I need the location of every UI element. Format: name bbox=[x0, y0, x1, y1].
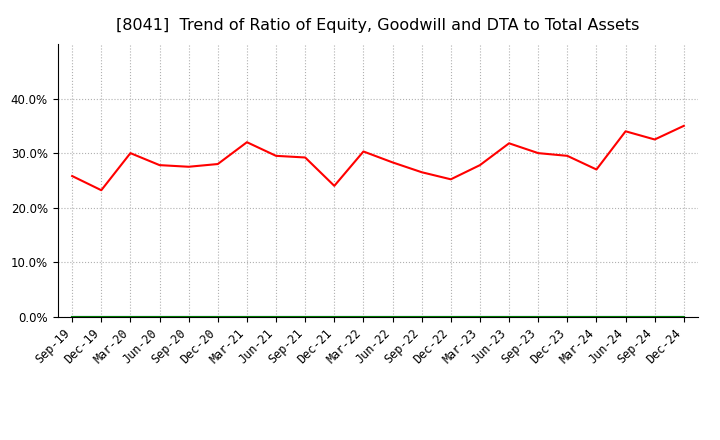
Equity bbox=[243, 139, 251, 145]
Deferred Tax Assets bbox=[271, 314, 280, 319]
Deferred Tax Assets bbox=[184, 314, 193, 319]
Equity bbox=[680, 123, 688, 128]
Goodwill bbox=[418, 314, 426, 319]
Deferred Tax Assets bbox=[446, 314, 455, 319]
Deferred Tax Assets bbox=[592, 314, 600, 319]
Deferred Tax Assets bbox=[621, 314, 630, 319]
Goodwill bbox=[476, 314, 485, 319]
Equity bbox=[388, 160, 397, 165]
Goodwill bbox=[680, 314, 688, 319]
Equity bbox=[650, 137, 659, 142]
Deferred Tax Assets bbox=[650, 314, 659, 319]
Goodwill bbox=[213, 314, 222, 319]
Deferred Tax Assets bbox=[418, 314, 426, 319]
Equity bbox=[126, 150, 135, 156]
Deferred Tax Assets bbox=[213, 314, 222, 319]
Deferred Tax Assets bbox=[156, 314, 164, 319]
Deferred Tax Assets bbox=[476, 314, 485, 319]
Line: Equity: Equity bbox=[72, 126, 684, 190]
Deferred Tax Assets bbox=[126, 314, 135, 319]
Goodwill bbox=[184, 314, 193, 319]
Deferred Tax Assets bbox=[243, 314, 251, 319]
Equity bbox=[271, 153, 280, 158]
Deferred Tax Assets bbox=[534, 314, 543, 319]
Equity bbox=[621, 128, 630, 134]
Deferred Tax Assets bbox=[68, 314, 76, 319]
Goodwill bbox=[446, 314, 455, 319]
Equity bbox=[68, 173, 76, 179]
Goodwill bbox=[156, 314, 164, 319]
Deferred Tax Assets bbox=[388, 314, 397, 319]
Equity bbox=[184, 164, 193, 169]
Goodwill bbox=[359, 314, 368, 319]
Equity bbox=[476, 162, 485, 168]
Goodwill bbox=[243, 314, 251, 319]
Goodwill bbox=[592, 314, 600, 319]
Deferred Tax Assets bbox=[563, 314, 572, 319]
Goodwill bbox=[97, 314, 106, 319]
Equity bbox=[301, 155, 310, 160]
Goodwill bbox=[621, 314, 630, 319]
Equity bbox=[97, 187, 106, 193]
Goodwill bbox=[126, 314, 135, 319]
Equity bbox=[446, 177, 455, 182]
Deferred Tax Assets bbox=[505, 314, 513, 319]
Goodwill bbox=[388, 314, 397, 319]
Goodwill bbox=[563, 314, 572, 319]
Goodwill bbox=[271, 314, 280, 319]
Goodwill bbox=[330, 314, 338, 319]
Goodwill bbox=[534, 314, 543, 319]
Equity bbox=[592, 167, 600, 172]
Equity bbox=[213, 161, 222, 167]
Deferred Tax Assets bbox=[359, 314, 368, 319]
Goodwill bbox=[650, 314, 659, 319]
Equity bbox=[359, 149, 368, 154]
Deferred Tax Assets bbox=[97, 314, 106, 319]
Deferred Tax Assets bbox=[680, 314, 688, 319]
Equity bbox=[156, 162, 164, 168]
Equity bbox=[505, 141, 513, 146]
Deferred Tax Assets bbox=[330, 314, 338, 319]
Equity bbox=[330, 183, 338, 188]
Goodwill bbox=[301, 314, 310, 319]
Goodwill bbox=[505, 314, 513, 319]
Deferred Tax Assets bbox=[301, 314, 310, 319]
Equity bbox=[418, 169, 426, 175]
Equity bbox=[534, 150, 543, 156]
Equity bbox=[563, 153, 572, 158]
Goodwill bbox=[68, 314, 76, 319]
Title: [8041]  Trend of Ratio of Equity, Goodwill and DTA to Total Assets: [8041] Trend of Ratio of Equity, Goodwil… bbox=[117, 18, 639, 33]
